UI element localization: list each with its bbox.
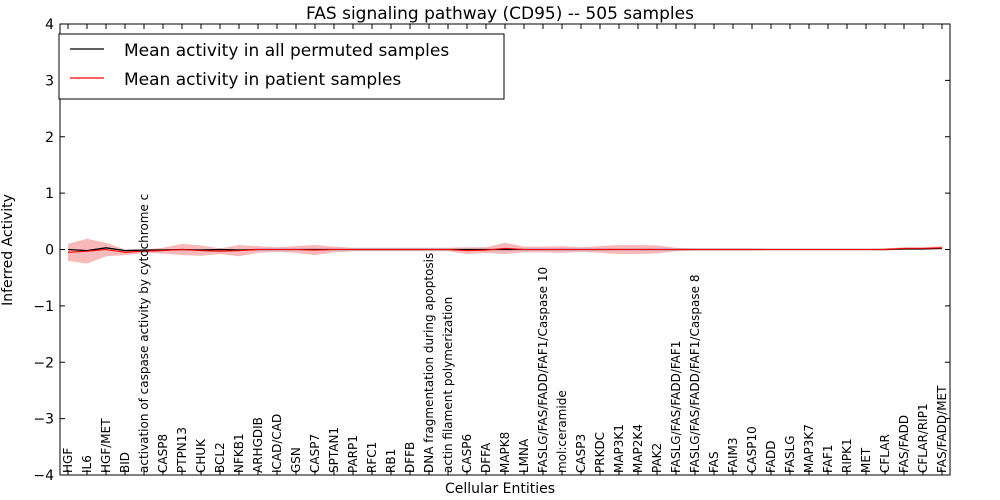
x-tick-label: CASP3	[574, 434, 588, 473]
x-tick-label: FAIM3	[726, 437, 740, 473]
y-tick-label: −4	[33, 468, 54, 484]
x-tick-label: BID	[118, 452, 132, 473]
x-tick-label: RB1	[384, 449, 398, 473]
x-tick-label: RFC1	[365, 442, 379, 473]
x-tick-label: CASP6	[460, 434, 474, 473]
x-tick-label: HGF	[61, 448, 75, 473]
x-tick-label: FAF1	[821, 444, 835, 473]
chart-title: FAS signaling pathway (CD95) -- 505 samp…	[306, 4, 694, 24]
x-tick-label: FASLG/FAS/FADD/FAF1	[669, 341, 683, 473]
x-tick-label: FASLG/FAS/FADD/FAF1/Caspase 8	[688, 275, 702, 474]
legend-label-patient: Mean activity in patient samples	[124, 70, 401, 90]
patient-variance-band	[68, 238, 942, 264]
x-tick-label: MAP2K4	[631, 424, 645, 473]
x-tick-label: PARP1	[346, 435, 360, 473]
x-tick-label: CFLAR	[878, 434, 892, 473]
x-tick-label: FAS	[707, 451, 721, 473]
x-tick-label: SPTAN1	[327, 427, 341, 473]
y-tick-label: 1	[45, 186, 54, 202]
x-tick-label: FASLG	[783, 435, 797, 473]
x-tick-label: FADD	[764, 441, 778, 474]
legend-label-permuted: Mean activity in all permuted samples	[124, 41, 449, 61]
x-tick-label: CASP7	[308, 434, 322, 473]
x-tick-label: MET	[859, 447, 873, 473]
x-tick-label: mol:ceramide	[555, 390, 569, 473]
x-tick-label: actin filament polymerization	[441, 297, 455, 473]
x-tick-label: activation of caspase activity by cytoch…	[137, 194, 151, 473]
plot-area: −4 −3 −2 −1 0 1 2 3 4 HGF IL6 HGF/MET BID activation …	[33, 17, 951, 484]
x-tick-label: ARHGDIB	[251, 417, 265, 473]
x-tick-label: HGF/MET	[99, 418, 113, 473]
x-tick-label: DNA fragmentation during apoptosis	[422, 253, 436, 473]
x-tick-label: IL6	[80, 455, 94, 473]
x-tick-label: FASLG/FAS/FADD/FAF1/Caspase 10	[536, 267, 550, 473]
x-tick-label: RIPK1	[840, 438, 854, 473]
x-axis-label: Cellular Entities	[445, 481, 555, 497]
y-tick-label: −1	[33, 299, 54, 315]
y-tick-label: 0	[45, 243, 54, 259]
x-tick-label: FAS/FADD	[897, 415, 911, 473]
legend: Mean activity in all permuted samples Me…	[58, 33, 505, 100]
x-tick-label: CHUK	[194, 438, 208, 473]
x-tick-label: PTPN13	[175, 427, 189, 473]
x-tick-label: NFKB1	[232, 433, 246, 473]
x-tick-label: PRKDC	[593, 432, 607, 473]
x-tick-label: LMNA	[517, 438, 531, 473]
x-tick-label: BCL2	[213, 442, 227, 473]
x-tick-label: MAP3K7	[802, 424, 816, 473]
legend-box	[58, 33, 505, 100]
y-tick-label: 2	[45, 130, 54, 146]
x-tick-label: FAS/FADD/MET	[935, 385, 949, 473]
x-tick-label: GSN	[289, 447, 303, 473]
x-tick-label: MAPK8	[498, 432, 512, 473]
y-tick-label: 3	[45, 73, 54, 89]
x-tick-label: DFFB	[403, 442, 417, 473]
y-tick-label: −2	[33, 355, 54, 371]
x-tick-label: DFFA	[479, 442, 493, 473]
x-tick-label: CFLAR/RIP1	[916, 403, 930, 473]
y-axis-label: Inferred Activity	[0, 194, 16, 306]
x-tick-label: ICAD/CAD	[270, 414, 284, 473]
x-tick-label: CASP10	[745, 426, 759, 473]
y-tick-label: −3	[33, 412, 54, 428]
x-tick-label: PAK2	[650, 443, 664, 473]
x-tick-label: CASP8	[156, 434, 170, 473]
y-tick-label: 4	[45, 17, 54, 33]
x-tick-label: MAP3K1	[612, 424, 626, 473]
